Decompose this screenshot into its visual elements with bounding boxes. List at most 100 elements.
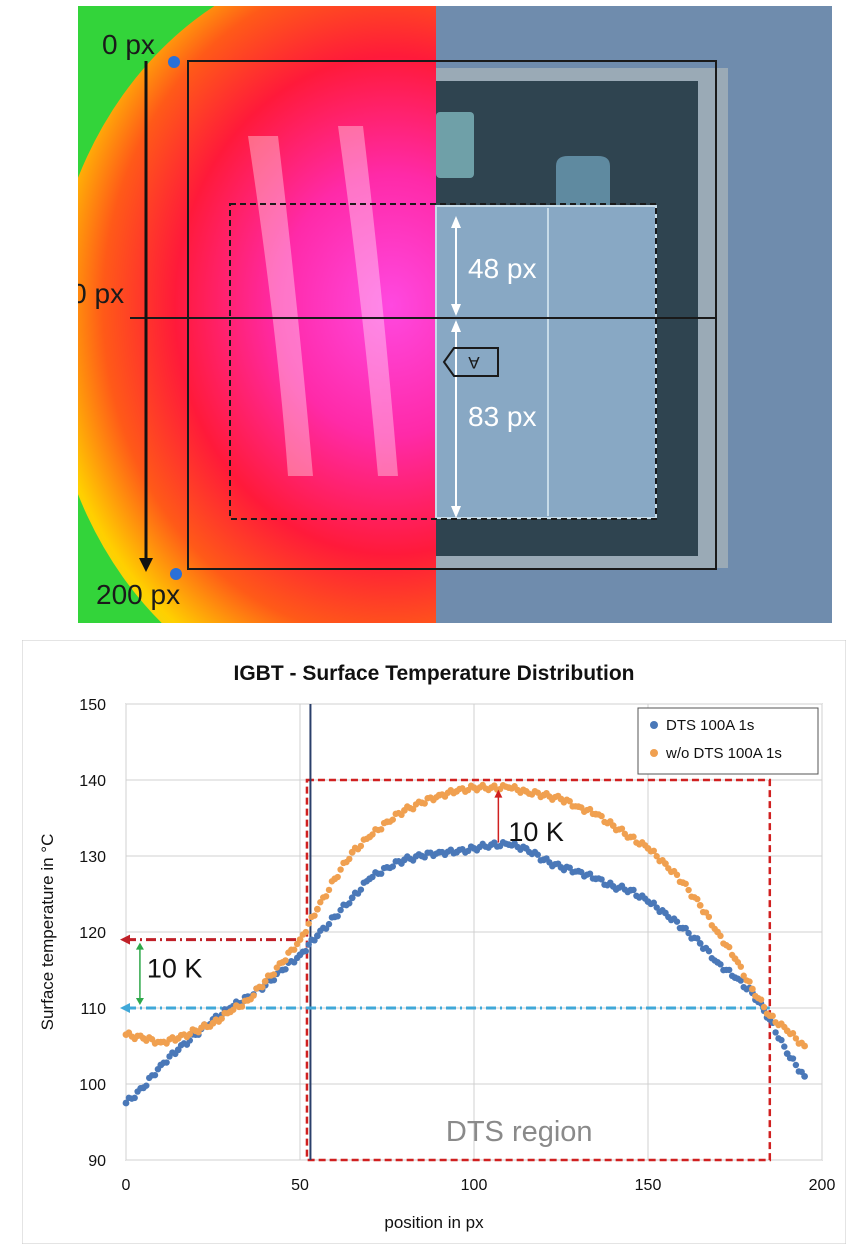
chart-panel: IGBT - Surface Temperature Distribution …	[21, 639, 847, 1245]
data-point	[378, 870, 385, 877]
upper-level-arrowhead	[120, 934, 130, 945]
x-tick-label: 100	[461, 1177, 488, 1194]
x-tick-label: 50	[291, 1177, 309, 1194]
legend-marker	[650, 749, 658, 757]
data-point	[757, 996, 765, 1003]
data-point	[781, 1043, 788, 1050]
legend-label: w/o DTS 100A 1s	[665, 745, 782, 762]
data-point	[694, 935, 701, 942]
data-point	[122, 1099, 130, 1107]
data-point	[685, 929, 692, 937]
data-point	[792, 1061, 800, 1069]
data-point	[346, 855, 353, 863]
data-point	[650, 899, 657, 906]
y-axis-label: Surface temperature in °C	[38, 834, 57, 1031]
data-point	[389, 863, 396, 870]
data-point	[218, 1015, 225, 1022]
data-point	[653, 853, 660, 860]
y-tick-label: 120	[79, 925, 106, 942]
dts-frame	[229, 203, 657, 520]
data-point	[778, 1036, 785, 1044]
delta-max-arrowhead	[494, 789, 503, 798]
label-83px: 83 px	[468, 401, 537, 432]
y-tick-label: 110	[80, 1001, 106, 1018]
data-point	[337, 866, 344, 873]
data-point	[346, 900, 353, 907]
data-point	[705, 913, 713, 921]
data-point	[749, 985, 756, 993]
x-tick-label: 200	[809, 1177, 836, 1194]
data-point	[630, 886, 637, 894]
data-point	[314, 905, 321, 913]
data-point	[302, 928, 309, 936]
annotations: 10 K 10 K DTS region	[135, 789, 593, 1148]
data-point	[740, 972, 747, 979]
label-200px: 200 px	[96, 579, 180, 610]
data-point	[270, 971, 278, 978]
data-point	[598, 876, 605, 883]
chart-title: IGBT - Surface Temperature Distribution	[234, 662, 635, 685]
data-point	[746, 978, 753, 985]
lower-level-arrowhead	[120, 1003, 130, 1013]
data-point	[769, 1012, 776, 1020]
data-point	[662, 860, 669, 867]
data-point	[314, 932, 321, 940]
data-point	[789, 1055, 797, 1062]
label-48px: 48 px	[468, 253, 537, 284]
label-100px: 100 px	[78, 278, 124, 309]
data-point	[151, 1071, 159, 1079]
data-point	[421, 854, 428, 861]
data-point	[566, 797, 573, 805]
data-point	[717, 932, 724, 940]
data-point	[566, 864, 573, 871]
label-0px: 0 px	[102, 29, 155, 60]
data-point	[726, 966, 733, 974]
y-tick-label: 90	[88, 1153, 106, 1170]
data-point	[717, 961, 724, 968]
x-tick-label: 150	[635, 1177, 662, 1194]
data-point	[317, 899, 324, 906]
data-point	[282, 966, 289, 973]
data-point	[389, 816, 396, 823]
data-point	[421, 800, 428, 807]
data-point	[696, 902, 704, 909]
data-point	[685, 886, 692, 894]
x-axis-label: position in px	[384, 1213, 484, 1232]
data-point	[325, 886, 333, 894]
data-point	[737, 963, 744, 970]
data-point	[250, 992, 257, 999]
data-point	[789, 1030, 797, 1037]
legend-label: DTS 100A 1s	[666, 717, 754, 734]
data-point	[322, 893, 330, 900]
data-point	[630, 833, 637, 840]
data-point	[348, 894, 356, 902]
data-point	[325, 920, 333, 928]
x-tick-label: 0	[122, 1177, 131, 1194]
data-point	[801, 1073, 808, 1080]
series-wo-dts	[122, 781, 808, 1050]
legend-marker	[650, 721, 658, 729]
data-point	[586, 870, 594, 877]
outer-frame	[187, 60, 717, 570]
y-tick-label: 130	[79, 849, 106, 866]
data-point	[357, 842, 365, 850]
legend: DTS 100A 1s w/o DTS 100A 1s	[637, 707, 819, 775]
y-tick-label: 100	[79, 1077, 106, 1094]
marker-label: A	[468, 353, 480, 372]
delta-max-label: 10 K	[508, 817, 564, 847]
data-point	[696, 940, 704, 947]
thermal-image-svg: A 0 px 100 px 200 px 48 px 83 px	[40, 6, 832, 623]
data-point	[305, 941, 312, 948]
data-point	[694, 895, 701, 903]
delta-edge-arrowhead-up	[135, 942, 144, 950]
marker-icon	[442, 347, 499, 377]
delta-edge-label: 10 K	[147, 954, 203, 984]
data-point	[378, 826, 385, 833]
dts-region-label: DTS region	[446, 1116, 593, 1148]
data-point	[334, 913, 341, 920]
data-point	[760, 1003, 768, 1011]
data-point	[334, 873, 341, 881]
data-point	[598, 812, 605, 820]
y-tick-label: 150	[79, 697, 106, 714]
data-point	[270, 976, 278, 984]
